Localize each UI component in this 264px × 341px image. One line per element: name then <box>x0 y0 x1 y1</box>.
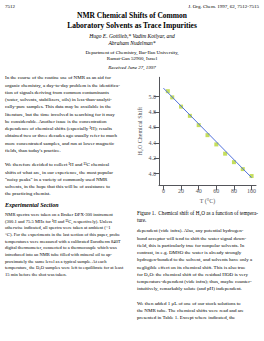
svg-text:fields, than today's practice.: fields, than today's practice. <box>5 148 61 154</box>
svg-text:more concentrated samples, and: more concentrated samples, and run at lo… <box>5 141 115 147</box>
svg-text:bond acceptor will tend to shi: bond acceptor will tend to shift the wat… <box>137 236 247 241</box>
svg-text:0: 0 <box>162 188 165 194</box>
svg-text:intuitively, remarkably solute: intuitively, remarkably solute (and pH) … <box>137 286 242 292</box>
svg-text:We therefore decided to collec: We therefore decided to collect ¹H and ¹… <box>5 162 110 167</box>
svg-text:100: 100 <box>247 188 256 194</box>
svg-text:literature, but the time invol: literature, but the time involved in sea… <box>5 112 115 118</box>
svg-text:the NMR tube. The chemical shi: the NMR tube. The chemical shifts were r… <box>137 308 245 313</box>
svg-text:20: 20 <box>178 188 184 194</box>
svg-text:5.0: 5.0 <box>149 94 157 100</box>
svg-text:4.8: 4.8 <box>149 109 157 115</box>
svg-text:°C). For the experiments in th: °C). For the experiments in the last sec… <box>5 232 120 238</box>
svg-text:4.0: 4.0 <box>149 171 157 177</box>
svg-text:Received June 27, 1997: Received June 27, 1997 <box>107 65 156 71</box>
svg-text:80: 80 <box>231 188 237 194</box>
svg-text:Laboratory Solvents as Trace I: Laboratory Solvents as Trace Impurities <box>67 21 197 30</box>
svg-text:Ramat-Gan 52900, Israel: Ramat-Gan 52900, Israel <box>107 56 158 62</box>
svg-text:dependence of chemical shifts: dependence of chemical shifts (especiall… <box>5 126 112 131</box>
svg-text:Experimental Section: Experimental Section <box>4 202 59 208</box>
svg-text:cally-pure samples. This data: cally-pure samples. This data may be ava… <box>5 104 112 109</box>
svg-text:temperature-dependent (vide in: temperature-dependent (vide infra); thus… <box>137 279 252 285</box>
svg-text:Abraham Nudelman*: Abraham Nudelman* <box>107 40 155 46</box>
svg-text:Hugo E. Gottlieb,* Vadim Kotly: Hugo E. Gottlieb,* Vadim Kotlyar, and <box>88 33 175 39</box>
svg-text:solvents, in the hope that thi: solvents, in the hope that this will be … <box>5 184 111 190</box>
svg-text:digital thermometer, connected: digital thermometer, connected to a ther… <box>5 245 117 251</box>
svg-text:(water, solvents, stabilizers,: (water, solvents, stabilizers, oils) in … <box>5 97 112 103</box>
svg-text:obtained two or three decades: obtained two or three decades ago usuall… <box>5 133 118 138</box>
svg-text:hydrogen-bonded to the solvent: hydrogen-bonded to the solvent, and solv… <box>137 257 253 263</box>
svg-text:15 min before the shot was tak: 15 min before the shot was taken. <box>5 272 67 277</box>
svg-text:4.6: 4.6 <box>149 124 157 130</box>
svg-text:40: 40 <box>196 188 202 194</box>
svg-text:presented in Table 1. Except w: presented in Table 1. Except where indic… <box>137 315 236 321</box>
svg-text:shifts of what are, in our exp: shifts of what are, in our experience, t… <box>5 170 113 176</box>
svg-text:Department of Chemistry, Bar-I: Department of Chemistry, Bar-Ilan Univer… <box>85 50 178 56</box>
svg-text:NMR spectra were taken on a Br: NMR spectra were taken on a Bruker DPX-3… <box>5 212 114 217</box>
svg-text:4.4: 4.4 <box>149 140 157 146</box>
svg-text:otherwise indicated, all spect: otherwise indicated, all spectra were ta… <box>5 225 111 231</box>
svg-text:NMR Chemical Shifts of Common: NMR Chemical Shifts of Common <box>77 11 188 20</box>
svg-text:negligible effect on its chemi: negligible effect on its chemical shift.… <box>137 265 246 270</box>
svg-text:T (°C): T (°C) <box>200 198 215 205</box>
svg-text:tion of signals deriving from: tion of signals deriving from common con… <box>5 90 109 95</box>
svg-text:"noisy peaks" in a variety of: "noisy peaks" in a variety of commonly u… <box>5 177 108 182</box>
svg-text:J. Org. Chem. 1997, 62, 7512-7: J. Org. Chem. 1997, 62, 7512-7515 <box>188 4 259 10</box>
svg-text:In the course of the routine u: In the course of the routine use of NMR … <box>5 75 111 80</box>
svg-text:4.2: 4.2 <box>149 155 157 161</box>
svg-text:proximately the same level as: proximately the same level as a typical … <box>5 259 107 264</box>
svg-text:60: 60 <box>213 188 219 194</box>
svg-text:the practicing chemist.: the practicing chemist. <box>5 191 50 196</box>
svg-text:introduced into an NMR tube fi: introduced into an NMR tube filled with … <box>5 252 112 257</box>
svg-text:for D₂O: the chemical shift of: for D₂O: the chemical shift of the resid… <box>137 272 248 277</box>
svg-text:We then added 1 μL of one of o: We then added 1 μL of one of our stock s… <box>137 301 241 306</box>
svg-text:7512: 7512 <box>5 4 16 9</box>
svg-text:Figure 1. Chemical shift of H: Figure 1. Chemical shift of H₂O as a fun… <box>137 210 258 216</box>
svg-text:(300.1 and 75.5 MHz for ¹H and: (300.1 and 75.5 MHz for ¹H and ¹³C, resp… <box>5 219 112 225</box>
svg-text:contrast, in e.g. DMSO the wat: contrast, in e.g. DMSO the water is alre… <box>137 250 242 256</box>
svg-text:dependent (vide infra). Also,: dependent (vide infra). Also, any potent… <box>137 228 244 234</box>
svg-text:ture.: ture. <box>137 217 146 223</box>
svg-text:organic chemistry, a day-to-da: organic chemistry, a day-to-day problem … <box>5 83 120 89</box>
svg-text:be considerable. Another issue: be considerable. Another issue is the co… <box>5 119 107 124</box>
svg-text:temperature, the D₂O samples w: temperature, the D₂O samples were left t… <box>5 265 124 271</box>
svg-text:temperatures were measured wit: temperatures were measured with a calibr… <box>5 239 121 244</box>
svg-text:field, this is particularly tr: field, this is particularly true for non… <box>137 243 245 249</box>
svg-text:H₂O Chemical Shift: H₂O Chemical Shift <box>137 107 143 156</box>
